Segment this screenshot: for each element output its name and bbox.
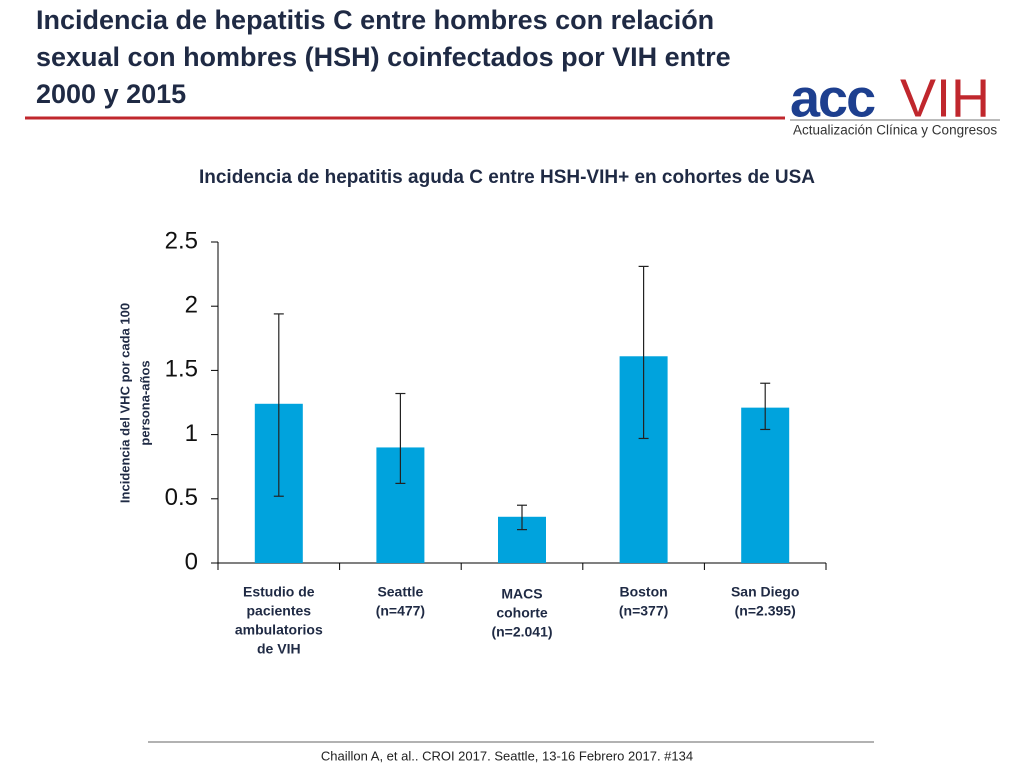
y-axis-label: Incidencia del VHC por cada 100: [117, 303, 132, 503]
x-tick-label: Boston: [619, 584, 667, 600]
x-tick-label: Seattle: [377, 584, 423, 600]
y-tick-label: 0: [185, 548, 198, 575]
x-tick-label: (n=477): [376, 603, 425, 619]
logo-left: acc: [790, 68, 875, 128]
y-axis-label: persona-años: [137, 360, 152, 445]
y-tick-label: 2.5: [165, 227, 198, 254]
y-tick-label: 2: [185, 292, 198, 319]
logo-tagline: Actualización Clínica y Congresos: [793, 123, 997, 138]
slide-title: 2000 y 2015: [36, 79, 186, 109]
y-tick-label: 0.5: [165, 484, 198, 511]
x-tick-label: (n=377): [619, 603, 668, 619]
x-tick-label: (n=2.041): [491, 624, 552, 640]
x-tick-label: ambulatorios: [235, 622, 323, 638]
footer-citation: Chaillon A, et al.. CROI 2017. Seattle, …: [321, 748, 693, 763]
slide-title: Incidencia de hepatitis C entre hombres …: [36, 5, 714, 35]
bar: [741, 407, 790, 563]
x-tick-label: cohorte: [496, 605, 548, 621]
x-tick-label: (n=2.395): [735, 603, 796, 619]
logo-right: VIH: [900, 68, 990, 128]
y-tick-label: 1: [185, 420, 198, 447]
slide-title: sexual con hombres (HSH) coinfectados po…: [36, 42, 731, 72]
chart-title: Incidencia de hepatitis aguda C entre HS…: [199, 167, 815, 188]
x-tick-label: Estudio de: [243, 584, 315, 600]
x-tick-label: San Diego: [731, 584, 799, 600]
x-tick-label: de VIH: [257, 641, 301, 657]
y-tick-label: 1.5: [165, 356, 198, 383]
x-tick-label: pacientes: [247, 603, 312, 619]
x-tick-label: MACS: [501, 586, 542, 602]
